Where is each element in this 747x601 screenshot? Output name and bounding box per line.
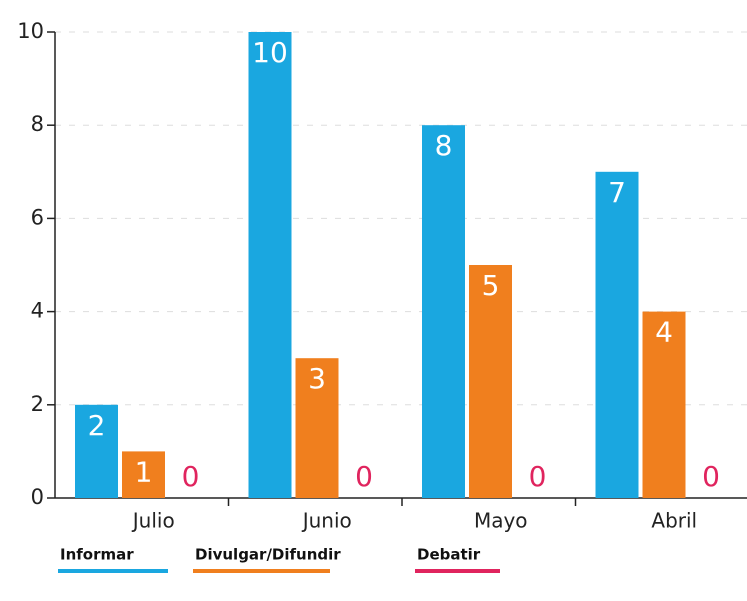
y-tick-label: 6 [31,205,44,229]
data-label: 7 [608,176,626,209]
bar [75,404,118,498]
data-label: 0 [355,460,373,493]
bar [595,171,639,499]
bar [642,311,686,498]
legend-label: Divulgar/Difundir [195,546,341,564]
bar [248,32,292,498]
data-label: 3 [308,362,326,395]
data-label: 1 [135,455,153,488]
y-tick-label: 8 [31,112,44,136]
bar [422,125,465,498]
data-label: 5 [482,269,500,302]
data-label: 0 [529,460,547,493]
y-tick-label: 4 [31,299,44,323]
x-tick-label: Abril [651,509,697,533]
bar [295,358,339,498]
legend-swatch [58,569,168,573]
bar [469,265,512,498]
data-label: 0 [182,460,200,493]
data-label: 0 [702,460,720,493]
y-tick-label: 0 [31,485,44,509]
y-tick-label: 2 [31,392,44,416]
legend-swatch [415,569,500,573]
x-tick-label: Junio [301,509,352,533]
legend-label: Informar [60,546,134,564]
legend-label: Debatir [417,546,481,564]
data-label: 2 [88,409,106,442]
data-label: 8 [435,129,453,162]
data-label: 4 [655,316,673,349]
y-tick-label: 10 [17,19,44,43]
data-label: 10 [252,36,288,69]
bar [122,451,165,498]
x-tick-label: Mayo [474,509,528,533]
x-tick-label: Julio [131,509,175,533]
legend-swatch [193,569,330,573]
